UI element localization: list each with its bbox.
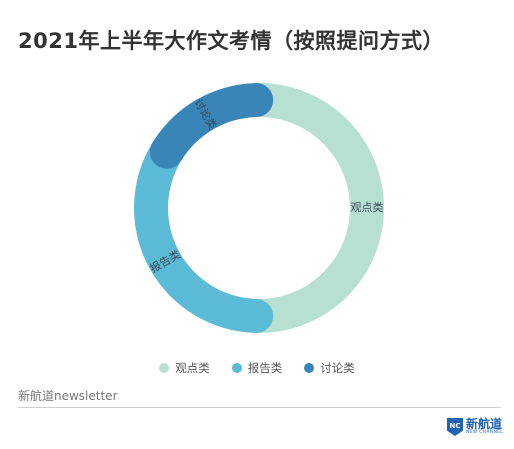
legend-label-report: 报告类 xyxy=(247,361,283,375)
chart-title: 2021年上半年大作文考情（按照提问方式） xyxy=(18,29,444,53)
legend-swatch-opinion xyxy=(159,363,170,373)
logo-text: 新航道 NEW CHANNEL xyxy=(466,418,503,436)
brand-logo: NC 新航道 NEW CHANNEL xyxy=(447,418,503,436)
footer-divider xyxy=(18,407,501,408)
legend-item-opinion[interactable]: 观点类 xyxy=(159,360,210,376)
logo-name-cn: 新航道 xyxy=(466,417,503,432)
logo-badge-icon: NC xyxy=(447,418,463,436)
legend-label-opinion: 观点类 xyxy=(175,361,210,375)
slice-label-opinion: 观点类 xyxy=(351,200,384,214)
source-label: 新航道newsletter xyxy=(18,389,118,403)
legend-swatch-discussion xyxy=(304,363,315,373)
slice-opinion[interactable] xyxy=(244,83,385,333)
legend-item-discussion[interactable]: 讨论类 xyxy=(304,360,355,376)
legend-item-report[interactable]: 报告类 xyxy=(231,360,283,376)
logo-name-en: NEW CHANNEL xyxy=(466,430,504,436)
chart-legend: 观点类 报告类 讨论类 xyxy=(0,360,514,376)
slice-discussion[interactable] xyxy=(149,83,274,169)
legend-swatch-report xyxy=(231,363,242,373)
slice-report[interactable] xyxy=(133,139,274,333)
legend-label-discussion: 讨论类 xyxy=(320,361,355,375)
